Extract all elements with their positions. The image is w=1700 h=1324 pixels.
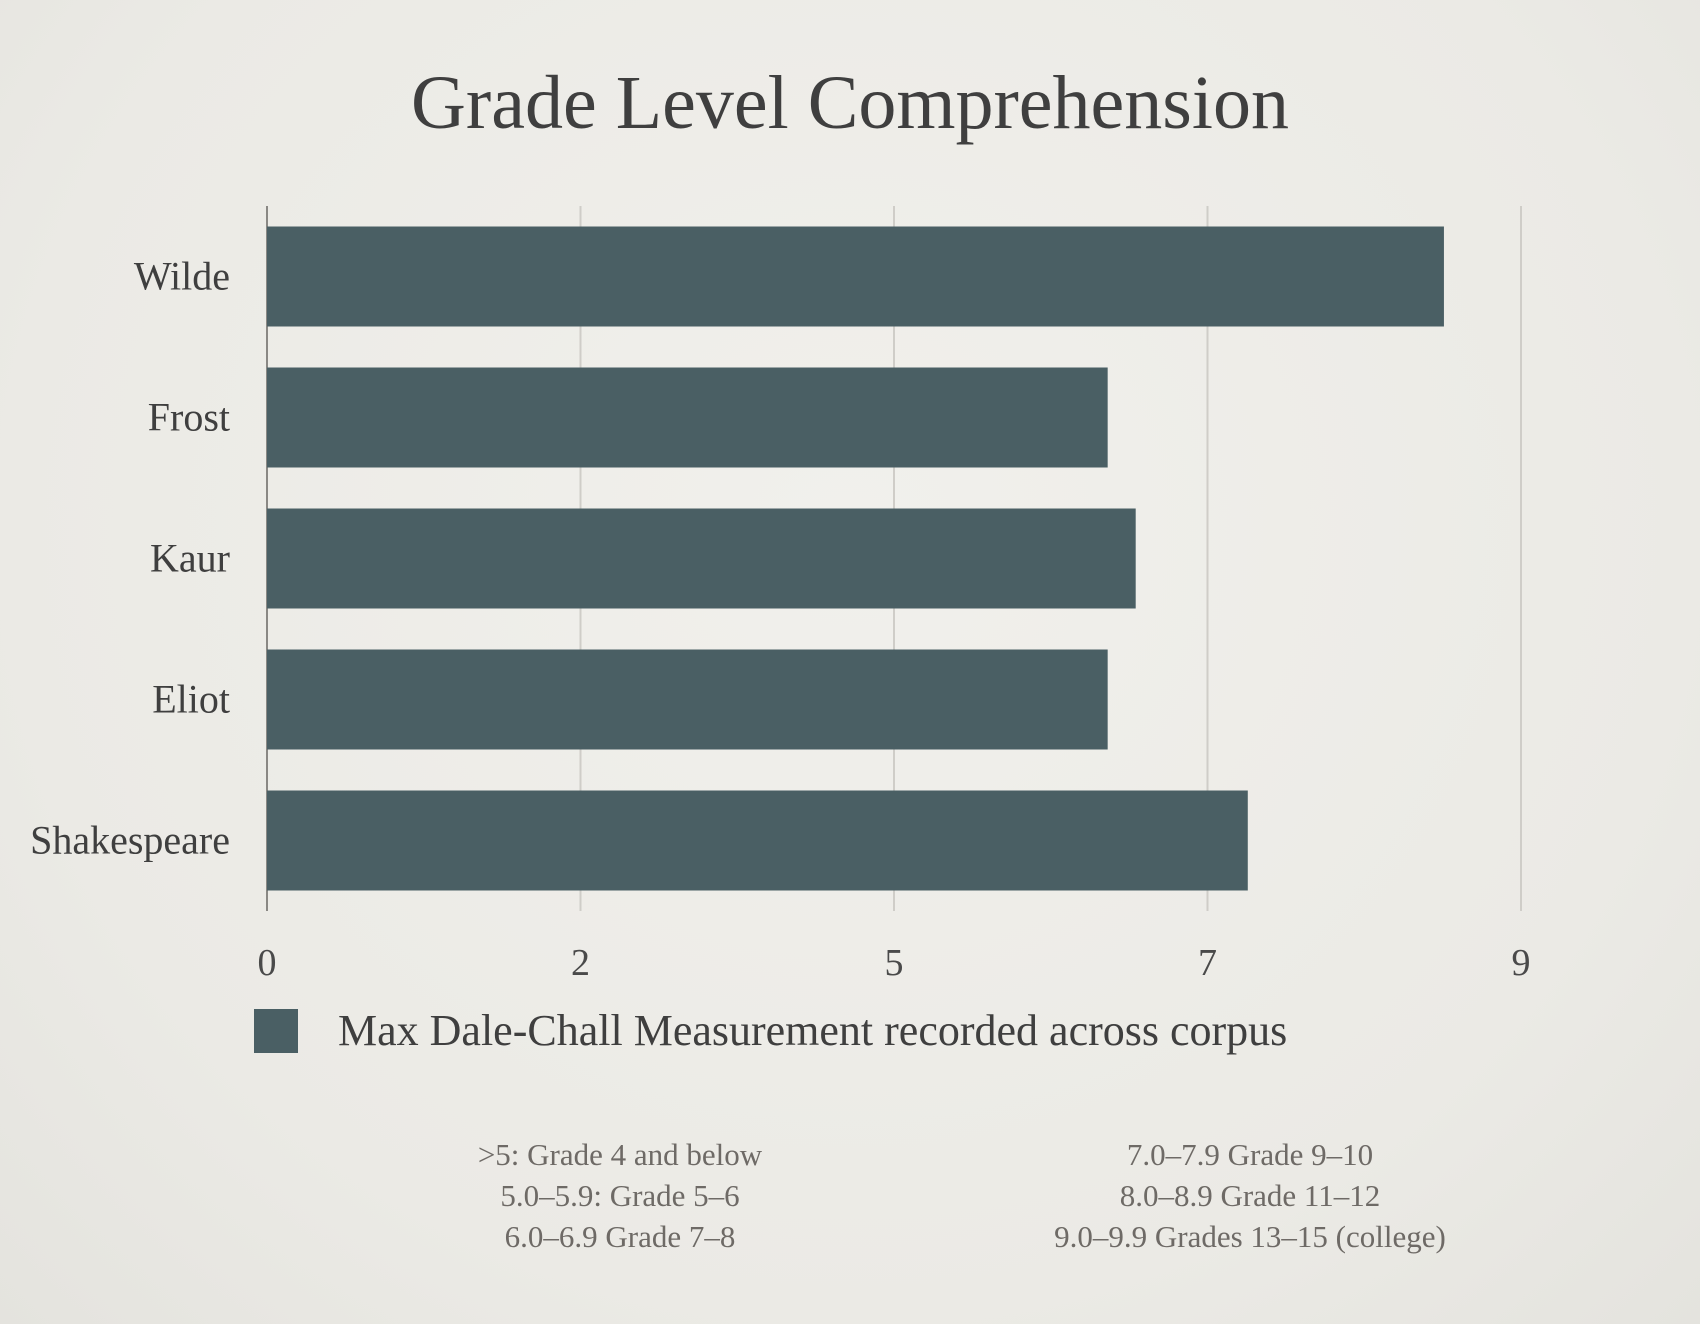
grade-note: >5: Grade 4 and below: [477, 1137, 763, 1172]
x-tick-label: 5: [885, 942, 904, 984]
category-label: Frost: [148, 395, 230, 440]
x-tick-label: 7: [1198, 942, 1217, 984]
grade-notes-left: >5: Grade 4 and below 5.0–5.9: Grade 5–6…: [420, 1134, 820, 1257]
legend-swatch: [254, 1008, 298, 1053]
category-label: Eliot: [152, 677, 230, 722]
x-tick-label: 2: [571, 942, 590, 984]
bar-wilde: [267, 226, 1444, 327]
legend: Max Dale-Chall Measurement recorded acro…: [254, 1005, 1287, 1056]
x-tick-label: 0: [258, 942, 277, 984]
bar-shakespeare: [267, 790, 1248, 891]
bar-chart: 0 2 5 7 9 Wilde Frost Kaur Eliot Shakespeare: [30, 206, 1531, 984]
grade-note: 9.0–9.9 Grades 13–15 (college): [1054, 1219, 1446, 1254]
chart-title: Grade Level Comprehension: [411, 61, 1289, 145]
grade-note: 6.0–6.9 Grade 7–8: [504, 1219, 736, 1254]
grade-note: 7.0–7.9 Grade 9–10: [1126, 1137, 1374, 1172]
grade-note: 5.0–5.9: Grade 5–6: [500, 1178, 740, 1213]
bar-frost: [267, 367, 1108, 468]
category-label: Wilde: [134, 254, 230, 299]
x-tick-label: 9: [1512, 942, 1531, 984]
category-label: Shakespeare: [30, 818, 230, 863]
grade-notes-right: 7.0–7.9 Grade 9–10 8.0–8.9 Grade 11–12 9…: [1000, 1134, 1500, 1257]
bar-eliot: [267, 649, 1108, 750]
bar-kaur: [267, 508, 1136, 609]
category-label: Kaur: [150, 536, 230, 581]
grade-note: 8.0–8.9 Grade 11–12: [1119, 1178, 1381, 1213]
legend-label: Max Dale-Chall Measurement recorded acro…: [338, 1006, 1288, 1055]
